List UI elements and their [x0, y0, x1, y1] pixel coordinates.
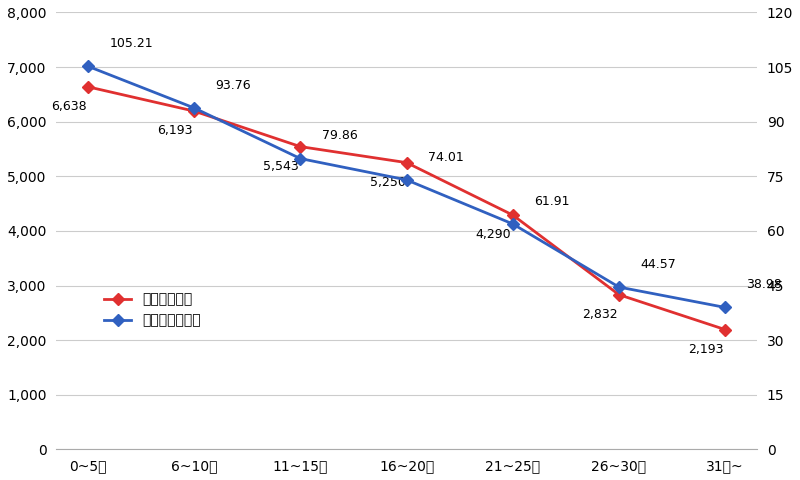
Text: 93.76: 93.76 [215, 79, 251, 92]
価格（万円） [190, 108, 199, 114]
Text: 2,832: 2,832 [582, 308, 618, 321]
㎡単価（万円） [720, 304, 730, 310]
価格（万円） [614, 292, 624, 298]
㎡単価（万円） [190, 105, 199, 111]
Text: 38.98: 38.98 [746, 278, 782, 291]
Text: 6,193: 6,193 [158, 124, 193, 137]
価格（万円） [83, 84, 93, 90]
Text: 2,193: 2,193 [688, 343, 724, 356]
Text: 44.57: 44.57 [640, 258, 676, 271]
Line: 価格（万円）: 価格（万円） [84, 83, 730, 334]
Legend: 価格（万円）, ㎡単価（万円）: 価格（万円）, ㎡単価（万円） [98, 287, 206, 333]
価格（万円） [402, 160, 411, 166]
Text: 4,290: 4,290 [476, 228, 511, 241]
Text: 79.86: 79.86 [322, 130, 358, 143]
Text: 5,543: 5,543 [263, 159, 299, 173]
価格（万円） [295, 144, 305, 149]
㎡単価（万円） [295, 156, 305, 161]
㎡単価（万円） [508, 221, 518, 227]
㎡単価（万円） [402, 177, 411, 183]
Text: 61.91: 61.91 [534, 195, 570, 208]
価格（万円） [508, 212, 518, 218]
Text: 105.21: 105.21 [110, 37, 153, 50]
Line: ㎡単価（万円）: ㎡単価（万円） [84, 62, 730, 312]
価格（万円） [720, 327, 730, 333]
Text: 6,638: 6,638 [51, 100, 86, 113]
Text: 74.01: 74.01 [428, 151, 463, 164]
Text: 5,250: 5,250 [370, 176, 406, 189]
㎡単価（万円） [614, 284, 624, 290]
㎡単価（万円） [83, 63, 93, 69]
